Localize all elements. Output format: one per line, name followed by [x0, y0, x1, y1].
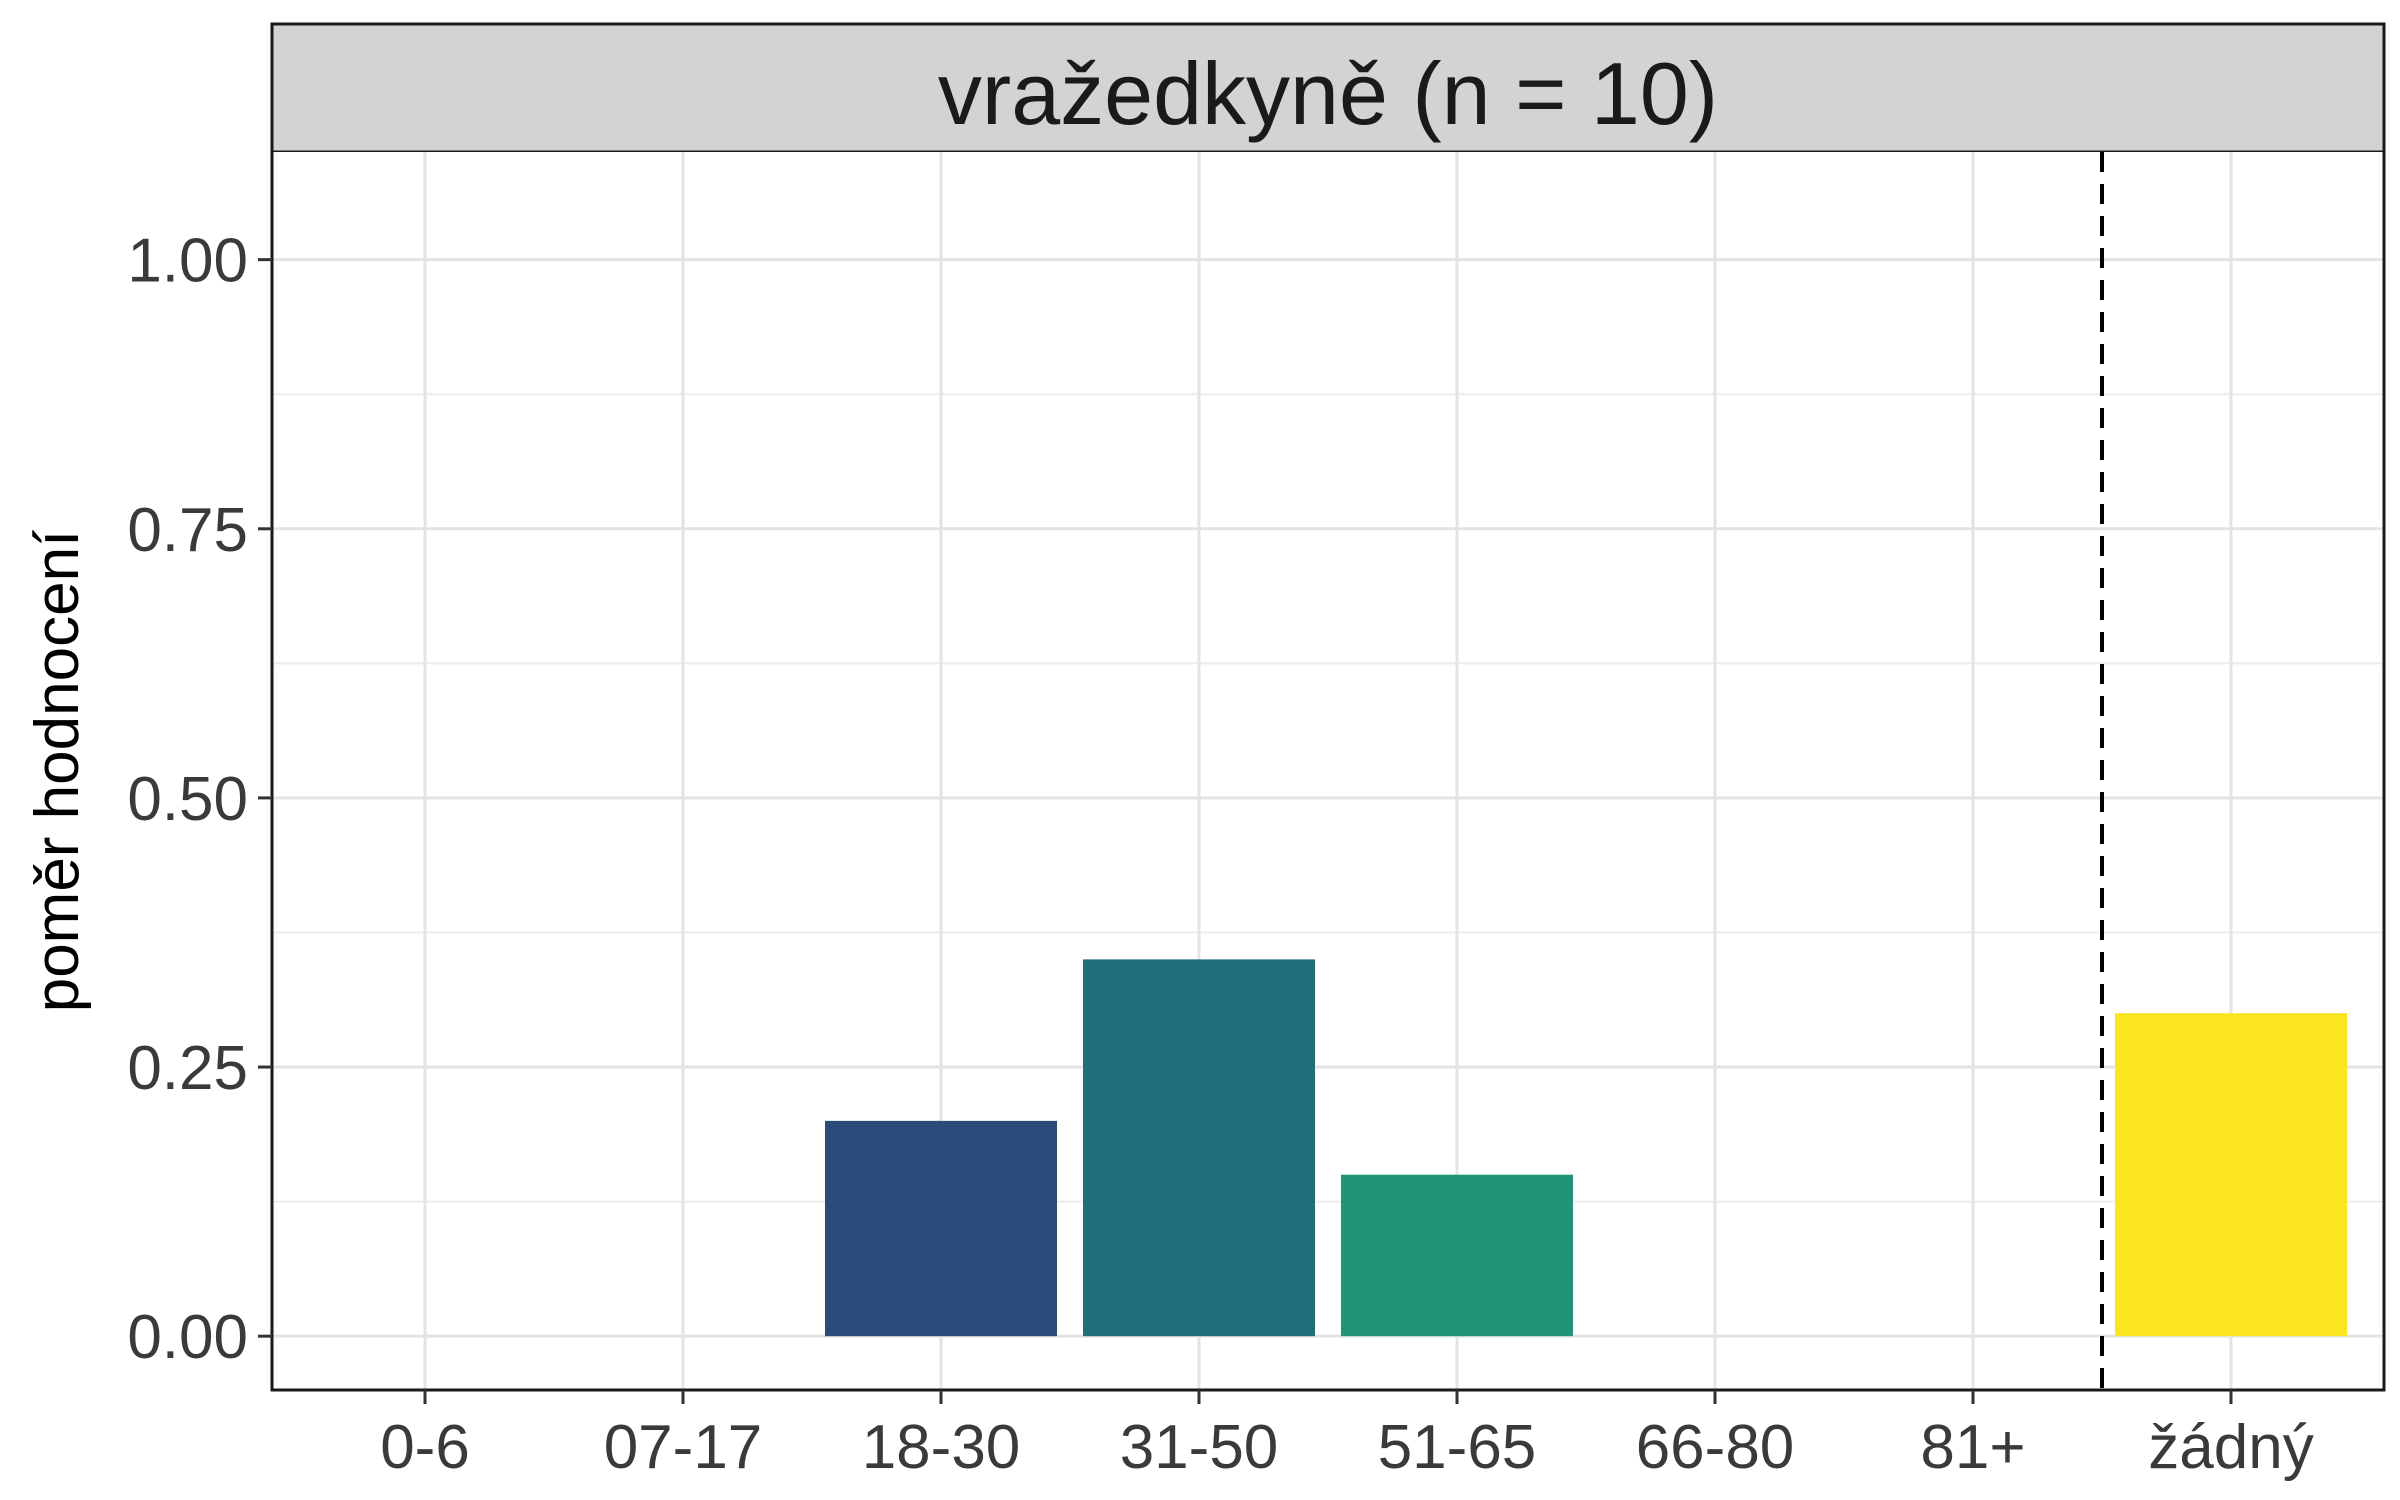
x-tick-label: 0-6 — [380, 1413, 470, 1482]
bars — [825, 959, 2347, 1337]
bar-žádný — [2115, 1013, 2347, 1337]
y-tick-label: 0.50 — [127, 765, 248, 834]
y-tick-label: 0.25 — [127, 1034, 248, 1103]
plot-border — [270, 22, 2386, 1392]
x-tick-label: 51-65 — [1378, 1413, 1537, 1482]
y-tick-label: 0.00 — [127, 1303, 248, 1372]
bar-51-65 — [1341, 1174, 1573, 1337]
x-tick-label: 66-80 — [1636, 1413, 1795, 1482]
x-tick-label: 31-50 — [1120, 1413, 1279, 1482]
minor-gridlines — [272, 393, 2384, 1203]
x-axis: 0-6 07-17 18-30 31-50 51-65 66-80 81+ žádný — [380, 1390, 2314, 1482]
x-tick-label: 07-17 — [604, 1413, 763, 1482]
y-tick-label: 1.00 — [127, 227, 248, 296]
y-axis-title: poměr hodnocení — [23, 530, 92, 1013]
facet-title: vražedkyně (n = 10) — [938, 44, 1718, 143]
facet-strip — [270, 22, 2386, 154]
bar-18-30 — [825, 1120, 1057, 1337]
bar-31-50 — [1083, 959, 1315, 1337]
y-axis: 0.00 0.25 0.50 0.75 1.00 — [127, 227, 272, 1372]
x-tick-label: 81+ — [1920, 1413, 2025, 1482]
y-tick-label: 0.75 — [127, 496, 248, 565]
x-tick-label: žádný — [2148, 1413, 2313, 1482]
x-tick-label: 18-30 — [862, 1413, 1021, 1482]
plot-panel — [272, 152, 2384, 1390]
major-gridlines — [272, 152, 2384, 1390]
